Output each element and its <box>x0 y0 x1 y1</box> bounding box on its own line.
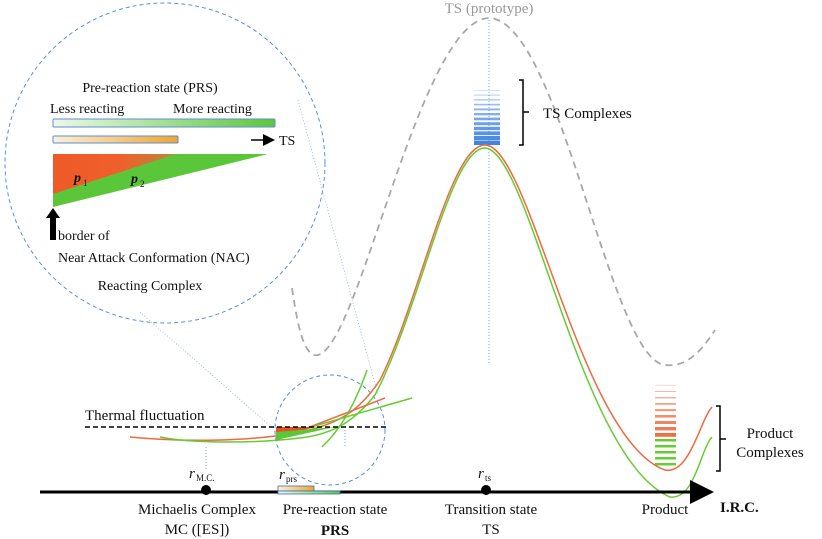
product-complex-stripe <box>655 439 676 442</box>
ts-abbrev: TS <box>482 522 500 538</box>
product-complex-stripe <box>655 385 676 386</box>
ts-complex-stripe <box>474 108 500 111</box>
reactivity-green-bar <box>52 118 276 128</box>
ts-prototype-label: TS (prototype) <box>445 1 534 17</box>
border-of-label: border of <box>58 229 110 244</box>
ts-complex-stripes <box>474 90 500 146</box>
ts-complex-stripe <box>474 94 500 96</box>
to-ts-label: TS <box>279 134 295 149</box>
connector-line <box>139 311 269 425</box>
product-name: Product <box>642 502 689 518</box>
prs-green-bar <box>277 490 341 495</box>
mc-point <box>201 485 211 495</box>
product-complex-stripe <box>655 457 676 460</box>
mc-name: Michaelis Complex <box>138 502 256 518</box>
ts-complex-stripe <box>474 136 500 141</box>
prs-abbrev: PRS <box>321 523 349 539</box>
product-complexes-bracket <box>716 405 726 472</box>
product-complex-stripe <box>655 397 676 399</box>
ts-complex-stripe <box>474 126 500 131</box>
connector-line <box>297 99 379 396</box>
nac-border-arrow-icon <box>46 208 60 240</box>
product-complex-stripe <box>655 415 676 418</box>
product-complex-stripe <box>655 463 676 466</box>
ts-complex-stripe <box>474 131 500 136</box>
ts-complex-stripe <box>474 122 500 126</box>
thermal-fluctuation-label: Thermal fluctuation <box>85 408 205 424</box>
ts-complex-stripe <box>474 103 500 106</box>
prs-orange-bar <box>277 485 315 492</box>
ts-complex-stripe <box>474 99 500 101</box>
ts-complexes-bracket <box>519 79 529 146</box>
p2-label: p <box>130 172 138 187</box>
nac-label: Near Attack Conformation (NAC) <box>58 251 250 266</box>
p2-subscript: 2 <box>140 179 145 189</box>
ts-subscript: ts <box>485 473 492 483</box>
product-complex-stripes <box>655 385 676 466</box>
product-complex-stripe <box>655 451 676 454</box>
prototype-curve <box>291 17 716 366</box>
reactivity-orange-bar <box>52 135 179 144</box>
product-complex-stripe <box>655 403 676 405</box>
inset-circle <box>4 2 326 324</box>
orange-triangle <box>53 154 176 194</box>
ts-complex-stripe <box>474 140 500 146</box>
p1-label: p <box>73 171 81 186</box>
irc-axis-label: I.R.C. <box>720 500 759 516</box>
product-complex-stripe <box>655 427 676 431</box>
prs-wedge-green <box>276 427 335 440</box>
green-steep-curve <box>321 369 368 448</box>
prs-name: Pre-reaction state <box>283 502 388 518</box>
product-complex-stripe <box>655 391 676 392</box>
mc-symbol: r <box>189 466 195 482</box>
ts-complexes-label: TS Complexes <box>543 106 632 122</box>
reacting-complex-label: Reacting Complex <box>98 279 203 294</box>
product-complexes-label: Complexes <box>736 445 804 461</box>
product-complex-stripe <box>655 409 676 412</box>
product-complex-stripe <box>655 445 676 448</box>
orange-energy-curve <box>129 144 713 471</box>
green-energy-curve <box>159 147 713 498</box>
product-complex-stripe <box>655 433 676 437</box>
less-reacting-label: Less reacting <box>50 102 124 117</box>
zoom-circle <box>274 374 386 486</box>
ts-complex-stripe <box>474 117 500 121</box>
inset-title: Pre-reaction state (PRS) <box>82 81 218 96</box>
ts-complex-stripe <box>474 90 500 91</box>
more-reacting-label: More reacting <box>173 102 252 117</box>
ts-point <box>481 485 491 495</box>
ts-name: Transition state <box>445 502 538 518</box>
ts-symbol: r <box>478 466 484 482</box>
prs-subscript: prs <box>286 474 297 484</box>
product-complex-stripe <box>655 421 676 424</box>
ts-complex-stripe <box>474 113 500 116</box>
product-complexes-label: Product <box>747 426 794 442</box>
p1-subscript: 1 <box>83 178 88 188</box>
prs-symbol: r <box>279 467 285 483</box>
mc-subscript: M.C. <box>196 473 215 483</box>
mc-abbrev: MC ([ES]) <box>165 522 230 538</box>
